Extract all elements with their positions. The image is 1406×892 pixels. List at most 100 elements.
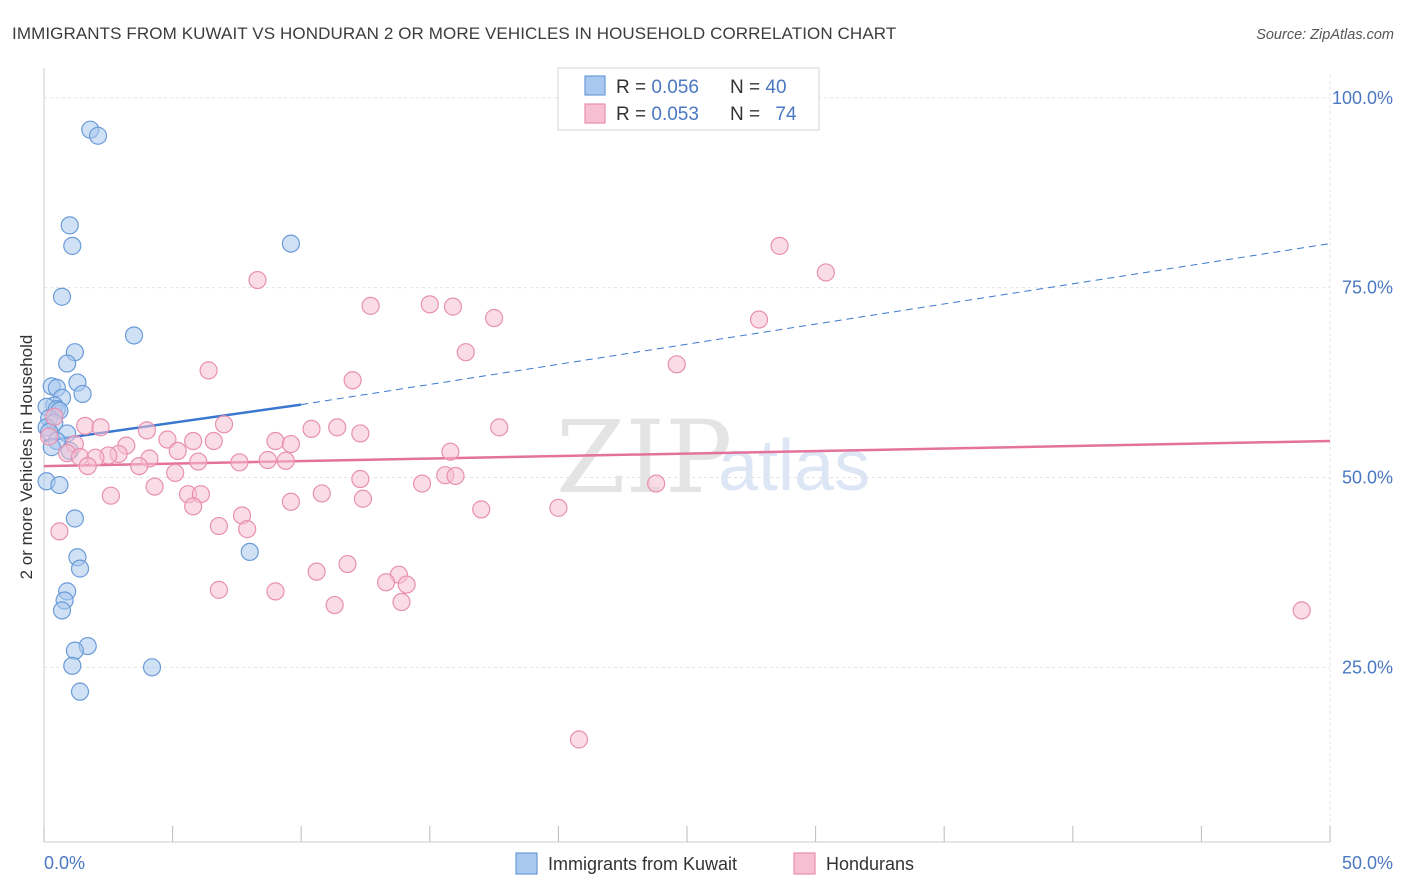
point-honduran-38 — [276, 451, 295, 470]
point-honduran-16 — [490, 418, 509, 437]
point-honduran-7 — [749, 310, 769, 329]
point-kuwait-5 — [52, 287, 72, 306]
point-honduran-67 — [397, 575, 416, 594]
point-honduran-73 — [569, 730, 589, 749]
bottom-legend-swatch-kuwait — [515, 852, 538, 875]
point-kuwait-8 — [58, 354, 77, 373]
y-tick-label-3: 100.0% — [1332, 88, 1393, 108]
point-honduran-56 — [184, 497, 203, 516]
y-axis-label: 2 or more Vehicles in Household — [17, 335, 36, 580]
point-kuwait-39 — [70, 682, 90, 701]
point-honduran-19 — [137, 421, 156, 440]
legend-r-value-honduran: 0.053 — [651, 104, 699, 125]
chart-title: IMMIGRANTS FROM KUWAIT VS HONDURAN 2 OR … — [12, 24, 896, 43]
point-honduran-17 — [302, 419, 321, 438]
point-honduran-72 — [1292, 601, 1311, 620]
point-honduran-64 — [307, 562, 326, 581]
bottom-legend-label-kuwait: Immigrants from Kuwait — [548, 854, 737, 874]
point-honduran-25 — [204, 431, 223, 451]
point-honduran-5 — [443, 297, 463, 316]
point-honduran-62 — [50, 522, 69, 541]
point-kuwait-37 — [63, 656, 82, 675]
point-kuwait-34 — [52, 601, 72, 620]
point-kuwait-6 — [124, 326, 144, 345]
point-honduran-0 — [770, 236, 789, 255]
point-kuwait-4 — [281, 234, 301, 253]
point-honduran-49 — [145, 477, 164, 496]
point-kuwait-38 — [142, 658, 162, 677]
point-kuwait-1 — [88, 126, 108, 145]
legend-r-label-honduran: R = — [616, 104, 651, 125]
point-honduran-45 — [412, 474, 432, 493]
point-honduran-69 — [266, 582, 285, 601]
point-honduran-48 — [647, 474, 666, 493]
point-kuwait-12 — [73, 384, 92, 404]
point-honduran-57 — [472, 500, 491, 519]
point-honduran-18 — [328, 418, 347, 437]
legend-row-kuwait: R = 0.056 — [616, 77, 699, 98]
legend-swatch-honduran — [584, 103, 606, 124]
point-honduran-53 — [312, 484, 331, 503]
data-points — [37, 120, 1311, 749]
point-honduran-21 — [40, 427, 59, 446]
y-tick-label-2: 75.0% — [1342, 278, 1393, 298]
point-honduran-24 — [266, 431, 285, 451]
point-honduran-54 — [353, 489, 373, 508]
point-honduran-4 — [420, 295, 439, 314]
point-kuwait-36 — [65, 641, 84, 660]
point-honduran-6 — [485, 308, 504, 328]
point-honduran-43 — [166, 463, 185, 483]
y-tick-labels: 25.0% 50.0% 75.0% 100.0% — [1332, 88, 1393, 678]
watermark: ZIP atlas — [556, 399, 870, 516]
point-honduran-70 — [325, 595, 344, 615]
point-honduran-71 — [392, 592, 411, 612]
trend-line-kuwait-extrapolated — [301, 243, 1331, 406]
point-kuwait-27 — [50, 475, 69, 495]
point-honduran-68 — [209, 580, 228, 599]
legend-n-honduran: N = 74 — [730, 104, 797, 125]
point-honduran-3 — [361, 296, 380, 315]
point-honduran-13 — [214, 415, 234, 434]
point-honduran-1 — [816, 263, 835, 282]
point-honduran-10 — [199, 361, 218, 380]
point-honduran-15 — [91, 418, 110, 437]
point-honduran-66 — [376, 573, 396, 592]
point-honduran-50 — [101, 486, 120, 505]
point-kuwait-2 — [60, 216, 79, 235]
point-honduran-12 — [45, 407, 64, 426]
point-honduran-23 — [184, 431, 203, 451]
point-kuwait-29 — [240, 542, 259, 562]
point-honduran-37 — [258, 450, 277, 470]
point-honduran-60 — [209, 516, 228, 536]
chart-source: Source: ZipAtlas.com — [1256, 27, 1394, 43]
stats-legend: R = 0.056 N = 40 R = 0.053 N = 74 — [557, 67, 820, 131]
watermark-zip: ZIP — [556, 399, 732, 516]
point-honduran-22 — [158, 430, 177, 449]
y-tick-label-0: 25.0% — [1342, 657, 1393, 677]
point-honduran-9 — [667, 355, 686, 374]
point-honduran-11 — [343, 371, 362, 390]
legend-n-kuwait: N = 40 — [730, 77, 787, 98]
point-honduran-8 — [456, 343, 475, 362]
point-honduran-26 — [281, 434, 301, 454]
legend-r-value-kuwait: 0.056 — [651, 77, 699, 98]
trend-line-honduran — [43, 439, 1331, 468]
legend-n-value-honduran: 74 — [775, 104, 797, 125]
point-honduran-42 — [130, 456, 149, 476]
watermark-atlas: atlas — [718, 426, 870, 506]
point-honduran-30 — [441, 442, 460, 461]
legend-n-value-kuwait: 40 — [765, 77, 786, 98]
point-honduran-63 — [338, 554, 357, 574]
legend-swatch-kuwait — [584, 75, 606, 96]
point-honduran-29 — [168, 441, 187, 461]
bottom-legend-swatch-honduran — [793, 852, 816, 875]
point-honduran-2 — [248, 270, 267, 290]
point-honduran-20 — [351, 424, 370, 443]
x-tick-label-max: 50.0% — [1342, 853, 1393, 873]
point-kuwait-3 — [63, 236, 82, 255]
point-honduran-39 — [189, 452, 208, 471]
point-honduran-58 — [549, 498, 568, 517]
bottom-legend: Immigrants from Kuwait Hondurans — [515, 852, 914, 875]
legend-row-honduran: R = 0.053 — [616, 104, 699, 125]
